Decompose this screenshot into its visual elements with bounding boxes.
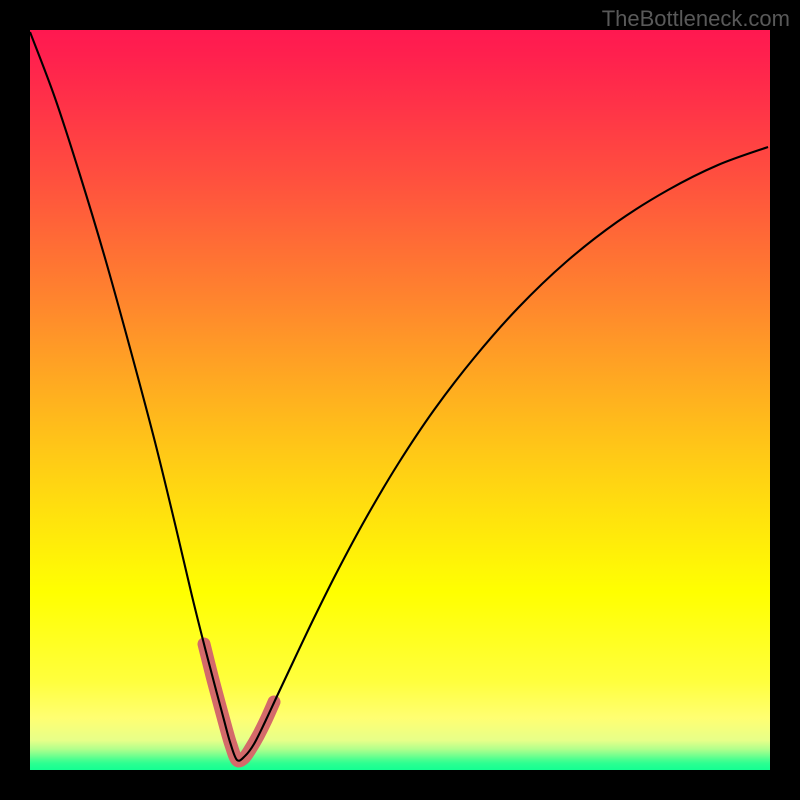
main-curve — [30, 32, 768, 761]
watermark-label: TheBottleneck.com — [602, 6, 790, 32]
curve-layer — [30, 30, 770, 770]
plot-area — [30, 30, 770, 770]
chart-container: TheBottleneck.com — [0, 0, 800, 800]
highlight-curve — [204, 644, 274, 761]
